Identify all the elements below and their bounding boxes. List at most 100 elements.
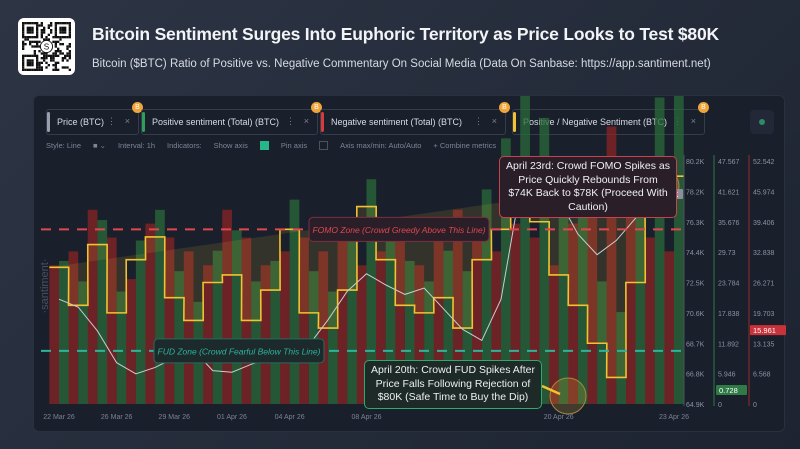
negative-axis-tick: 6.568 xyxy=(753,372,771,379)
positive-axis-tick: 17.838 xyxy=(718,311,740,318)
negative-sentiment-bar xyxy=(414,265,425,404)
price-axis-tick: 64.9K xyxy=(686,402,705,409)
positive-sentiment-bar xyxy=(308,271,319,404)
positive-sentiment-bar xyxy=(270,260,281,404)
negative-sentiment-bar xyxy=(529,237,540,404)
tab-label: Positive / Negative Sentiment (BTC) xyxy=(523,117,668,127)
close-icon[interactable]: × xyxy=(690,116,696,126)
more-icon[interactable]: ⋮ xyxy=(286,116,295,126)
negative-axis-tick: 32.838 xyxy=(753,250,775,257)
x-tick-label: 01 Apr 26 xyxy=(217,414,247,421)
negative-current-badge: 15.961 xyxy=(753,326,776,335)
positive-sentiment-bar xyxy=(328,291,338,404)
negative-current-badge-bg xyxy=(750,325,786,336)
x-tick-label: 26 Mar 26 xyxy=(101,414,133,421)
positive-sentiment-bar xyxy=(481,189,492,404)
positive-sentiment-bar xyxy=(212,250,223,404)
positive-sentiment-bar xyxy=(443,250,454,404)
pin-axis-checkbox[interactable] xyxy=(319,141,329,150)
positive-sentiment-bar xyxy=(231,230,242,404)
negative-sentiment-bar xyxy=(606,126,617,405)
positive-sentiment-bar xyxy=(135,240,146,404)
tab-label: Positive sentiment (Total) (BTC) xyxy=(152,117,280,127)
positive-sentiment-bar xyxy=(654,97,665,404)
bitcoin-icon: B xyxy=(132,102,143,113)
highlight-circle-fud xyxy=(549,377,587,415)
tab-positive-sentiment[interactable]: Positive sentiment (Total) (BTC) ⋮ × B xyxy=(141,102,322,135)
more-icon[interactable]: ⋮ xyxy=(474,116,483,126)
tab-price[interactable]: Price (BTC) ⋮ × B xyxy=(46,102,143,135)
combine-metrics-button[interactable]: + Combine metrics xyxy=(433,141,497,150)
negative-sentiment-bar xyxy=(548,265,559,404)
positive-sentiment-bar xyxy=(424,281,434,404)
fomo-zone-label-box xyxy=(308,216,490,242)
negative-axis-tick: 19.703 xyxy=(753,311,775,318)
positive-sentiment-bar xyxy=(635,179,646,404)
show-axis-checkbox[interactable] xyxy=(259,141,269,150)
x-tick-label: 22 Mar 26 xyxy=(43,414,75,421)
style-select[interactable]: Style: Line xyxy=(46,141,82,150)
positive-sentiment-bar xyxy=(366,179,377,404)
negative-axis-tick: 52.542 xyxy=(753,159,775,166)
positive-sentiment-bar xyxy=(404,260,415,404)
close-icon[interactable]: × xyxy=(491,116,497,126)
price-axis-tick: 70.6K xyxy=(686,311,705,318)
negative-sentiment-bar xyxy=(433,237,444,404)
positive-sentiment-bar xyxy=(520,96,530,404)
positive-sentiment-bar xyxy=(289,199,300,404)
more-icon[interactable]: ⋮ xyxy=(107,116,116,126)
positive-axis-tick: 0 xyxy=(718,402,722,409)
annotation-fomo: April 23rd: Crowd FOMO Spikes as Price Q… xyxy=(499,156,677,218)
bitcoin-icon: B xyxy=(698,102,709,113)
positive-sentiment-bar xyxy=(539,117,550,404)
axis-maxmin-select[interactable]: Axis max/min: Auto/Auto xyxy=(340,141,422,150)
bitcoin-icon: B xyxy=(311,102,322,113)
negative-sentiment-bar xyxy=(337,237,348,404)
negative-axis-tick: 26.271 xyxy=(753,281,775,288)
fud-zone-label-box xyxy=(153,338,325,364)
price-axis-tick: 78.2K xyxy=(686,189,705,196)
positive-sentiment-bar xyxy=(462,271,473,404)
positive-sentiment-bar xyxy=(674,96,684,405)
negative-sentiment-bar xyxy=(183,251,194,404)
negative-sentiment-bar xyxy=(126,279,136,404)
positive-sentiment-bar xyxy=(97,220,108,404)
chart-panel: Price (BTC) ⋮ × B Positive sentiment (Total… xyxy=(33,95,786,432)
negative-sentiment-bar xyxy=(356,265,367,404)
positive-sentiment-bar xyxy=(385,220,396,404)
negative-sentiment-bar xyxy=(145,223,156,404)
arrow-fud xyxy=(541,384,561,396)
color-select[interactable]: ■ ⌄ xyxy=(93,141,106,150)
tab-negative-sentiment[interactable]: Negative sentiment (Total) (BTC) ⋮ × B xyxy=(320,102,510,135)
positive-sentiment-bar xyxy=(616,312,627,404)
negative-sentiment-bar xyxy=(376,251,386,404)
negative-sentiment-bar xyxy=(87,209,98,404)
negative-sentiment-bar xyxy=(279,251,290,404)
bitcoin-icon: B xyxy=(499,102,510,113)
x-tick-label: 08 Apr 26 xyxy=(352,414,382,421)
show-axis-label: Show axis xyxy=(213,141,248,150)
close-icon[interactable]: × xyxy=(303,116,309,126)
price-axis-tick: 72.5K xyxy=(686,281,705,288)
positive-sentiment-bar xyxy=(174,271,185,404)
positive-axis-tick: 35.676 xyxy=(718,220,740,227)
page-title: Bitcoin Sentiment Surges Into Euphoric T… xyxy=(92,24,719,44)
close-icon[interactable]: × xyxy=(124,116,130,126)
settings-button[interactable] xyxy=(750,110,774,134)
positive-axis-tick: 47.567 xyxy=(718,159,740,166)
negative-axis-tick: 45.974 xyxy=(753,189,775,196)
watermark: ·santiment· xyxy=(39,258,51,313)
x-tick-label: 04 Apr 26 xyxy=(275,414,305,421)
fud-zone-label: FUD Zone (Crowd Fearful Below This Line) xyxy=(158,346,321,356)
positive-sentiment-bar xyxy=(78,281,88,404)
x-tick-label: 29 Mar 26 xyxy=(159,414,191,421)
annotation-fud: April 20th: Crowd FUD Spikes After Price… xyxy=(364,360,542,409)
negative-sentiment-bar xyxy=(260,265,271,404)
indicators-select[interactable]: Indicators: xyxy=(167,141,202,150)
negative-axis-tick: 13.135 xyxy=(753,341,775,348)
interval-select[interactable]: Interval: 1h xyxy=(117,141,156,150)
positive-current-badge: 0.728 xyxy=(719,386,738,395)
negative-sentiment-bar xyxy=(664,251,674,404)
positive-sentiment-bar xyxy=(558,158,569,404)
positive-sentiment-bar xyxy=(116,291,127,404)
